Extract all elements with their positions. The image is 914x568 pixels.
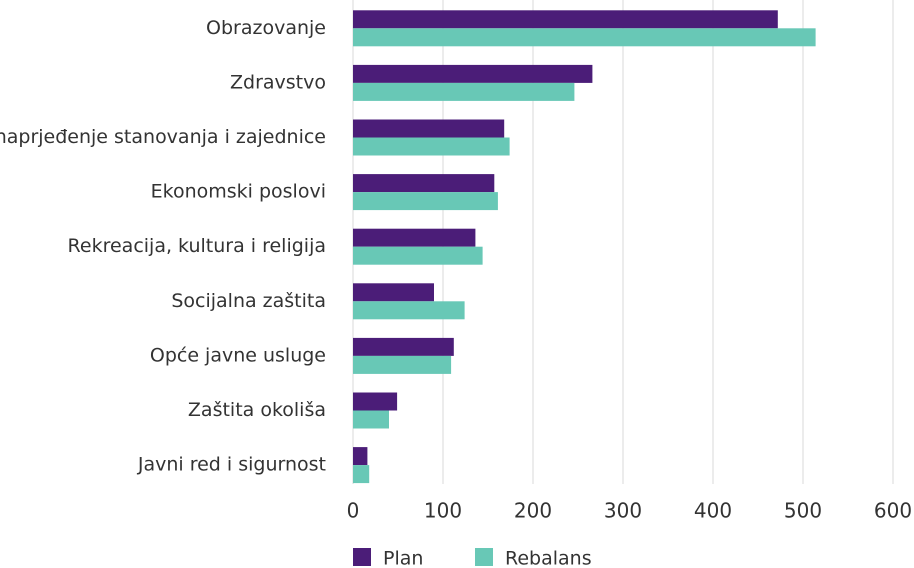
bar [353,137,510,156]
x-tick-label: 300 [604,499,642,523]
bar [353,82,575,101]
category-label: Rekreacija, kultura i religija [68,235,326,257]
bar [353,410,389,429]
legend-swatch [353,548,371,566]
bar [353,192,498,211]
x-tick-label: 100 [424,499,462,523]
legend-label: Plan [383,548,423,568]
bar [353,301,465,320]
bar [353,355,452,374]
x-tick-label: 0 [347,499,360,523]
x-tick-label: 400 [694,499,732,523]
category-label: Obrazovanje [206,17,326,39]
category-label: Ekonomski poslovi [151,181,326,203]
category-label: Javni red i sigurnost [137,454,326,476]
bar [353,465,370,484]
bar [353,119,505,138]
category-label: Zdravstvo [230,71,326,93]
bar [353,228,476,247]
category-label: Socijalna zaštita [171,290,326,312]
legend-label: Rebalans [505,548,592,568]
bar [353,28,816,47]
bar [353,64,593,83]
bar [353,10,778,29]
bar [353,246,483,265]
legend-swatch [475,548,493,566]
bar [353,447,368,466]
bar [353,337,454,356]
bar [353,392,398,411]
bar [353,174,495,193]
bar [353,283,434,302]
x-tick-label: 200 [514,499,552,523]
category-label: Opće javne usluge [150,344,326,366]
category-label: Zaštita okoliša [188,399,326,421]
x-tick-label: 500 [784,499,822,523]
x-tick-label: 600 [874,499,912,523]
category-label: Unaprjeđenje stanovanja i zajednice [0,126,326,148]
